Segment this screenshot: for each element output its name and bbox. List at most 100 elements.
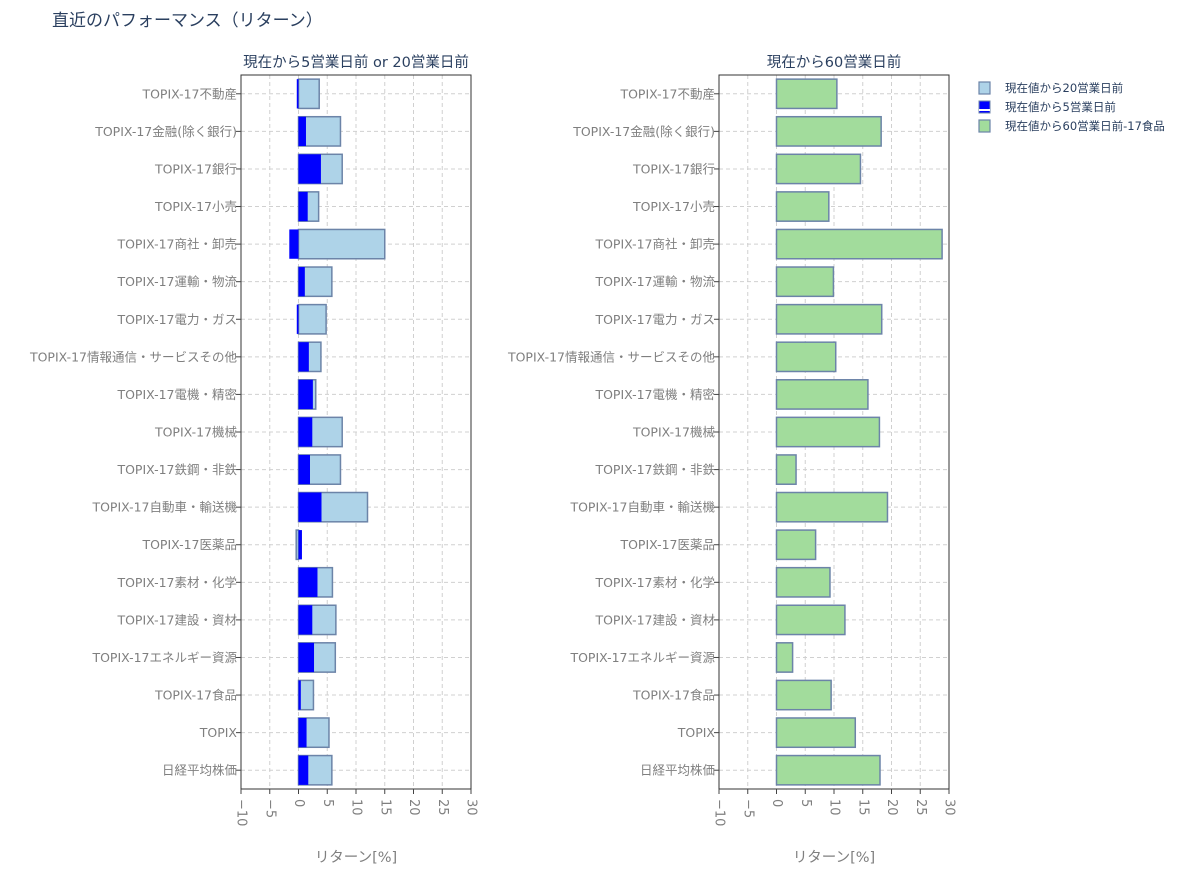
y-tick-label: TOPIX (677, 725, 716, 740)
bar-60d (775, 491, 889, 523)
x-tick-label: 15 (855, 799, 870, 816)
y-tick-label: TOPIX-17食品 (632, 688, 715, 703)
bar-20d (297, 228, 386, 260)
page-title: 直近のパフォーマンス（リターン） (52, 11, 323, 31)
bar-5d (298, 417, 313, 447)
x-tick-label: 20 (884, 799, 899, 816)
x-tick-label: 10 (349, 799, 364, 816)
y-tick-label: TOPIX-17エネルギー資源 (569, 650, 715, 665)
y-tick-label: TOPIX-17鉄鋼・非鉄 (116, 462, 237, 477)
x-tick-label: 5 (798, 799, 813, 807)
bar-60d (775, 754, 881, 786)
y-tick-label: TOPIX-17機械 (632, 425, 716, 440)
y-tick-label: 日経平均株価 (640, 763, 715, 778)
y-tick-label: TOPIX-17素材・化学 (594, 575, 715, 590)
bar-60d (775, 416, 881, 448)
bar-20d (297, 303, 327, 335)
subplot-title: 現在から60営業日前 (767, 54, 901, 71)
y-tick-label: TOPIX-17運輸・物流 (116, 274, 237, 289)
y-tick-label: TOPIX-17食品 (154, 688, 237, 703)
legend-swatch (978, 100, 991, 114)
bar-60d (775, 115, 882, 147)
y-tick-label: TOPIX-17電機・精密 (594, 387, 715, 402)
bar-60d (775, 78, 838, 110)
y-tick-label: TOPIX-17電力・ガス (594, 312, 715, 327)
x-tick-label: 25 (435, 799, 450, 816)
y-tick-label: TOPIX-17電機・精密 (116, 387, 237, 402)
x-tick-label: 25 (913, 799, 928, 816)
bar-5d (298, 116, 306, 147)
y-tick-label: TOPIX-17情報通信・サービスその他 (29, 349, 238, 364)
subplot-title: 現在から5営業日前 or 20営業日前 (243, 54, 469, 71)
bar-5d (298, 530, 302, 560)
bar-20d (295, 529, 300, 561)
y-tick-label: TOPIX-17エネルギー資源 (91, 650, 237, 665)
y-tick-label: TOPIX-17不動産 (619, 86, 715, 101)
y-tick-label: TOPIX-17素材・化学 (116, 575, 237, 590)
bar-60d (775, 717, 857, 749)
y-tick-label: TOPIX-17情報通信・サービスその他 (507, 349, 716, 364)
bar-60d (775, 191, 830, 222)
bar-60d (775, 266, 835, 298)
bar-5d (298, 755, 309, 785)
bar-60d (775, 566, 831, 598)
bar-60d (775, 153, 862, 185)
y-tick-label: TOPIX-17医薬品 (619, 537, 715, 552)
x-tick-label: −5 (262, 799, 277, 818)
y-tick-label: TOPIX-17建設・資材 (116, 612, 237, 627)
legend-label: 現在値から20営業日前 (1005, 81, 1123, 95)
y-tick-label: TOPIX-17小売 (632, 199, 715, 214)
x-tick-label: −10 (712, 799, 727, 826)
x-tick-label: 30 (942, 799, 957, 816)
bar-5d (298, 454, 310, 485)
y-tick-label: TOPIX-17銀行 (632, 161, 715, 176)
x-tick-label: −10 (234, 799, 249, 826)
legend-label: 現在値から5営業日前 (1005, 100, 1116, 114)
x-tick-label: −5 (740, 799, 755, 818)
bar-60d (775, 604, 846, 636)
y-tick-label: TOPIX-17自動車・輸送機 (91, 500, 237, 515)
y-tick-label: TOPIX-17不動産 (141, 86, 237, 101)
bar-5d (296, 304, 299, 334)
bar-60d (775, 679, 832, 711)
bar-60d (775, 454, 797, 485)
y-tick-label: TOPIX-17鉄鋼・非鉄 (594, 462, 715, 477)
y-tick-label: TOPIX-17建設・資材 (594, 612, 715, 627)
bar-5d (289, 229, 299, 259)
bar-5d (298, 342, 309, 372)
y-tick-label: TOPIX-17電力・ガス (116, 312, 237, 327)
bar-60d (775, 642, 794, 673)
x-tick-label: 0 (769, 799, 784, 807)
legend-label: 現在値から60営業日前-17食品 (1005, 119, 1165, 133)
y-tick-label: TOPIX-17運輸・物流 (594, 274, 715, 289)
bar-20d (297, 78, 320, 110)
y-tick-label: TOPIX-17商社・卸売 (116, 237, 237, 252)
bar-60d (775, 379, 869, 410)
bar-60d (775, 228, 943, 260)
bar-5d (298, 191, 308, 222)
y-tick-label: TOPIX-17金融(除く銀行) (572, 124, 715, 139)
bar-5d (298, 642, 315, 673)
y-tick-label: TOPIX-17金融(除く銀行) (94, 124, 237, 139)
y-tick-label: TOPIX-17銀行 (154, 161, 237, 176)
x-axis-label: リターン[%] (793, 849, 875, 866)
x-axis-label: リターン[%] (315, 849, 397, 866)
y-tick-label: TOPIX-17医薬品 (141, 537, 237, 552)
bar-5d (298, 567, 318, 597)
bar-60d (775, 529, 817, 561)
legend-swatch (978, 81, 991, 95)
x-tick-label: 5 (320, 799, 335, 807)
y-tick-label: 日経平均株価 (162, 763, 237, 778)
bar-5d (298, 492, 322, 522)
y-tick-label: TOPIX-17機械 (154, 425, 238, 440)
bar-60d (775, 341, 837, 373)
x-tick-label: 30 (464, 799, 479, 816)
bar-5d (298, 379, 313, 410)
bar-60d (775, 303, 883, 335)
bar-5d (298, 605, 313, 635)
x-tick-label: 0 (291, 799, 306, 807)
bar-5d (296, 79, 299, 109)
y-tick-label: TOPIX (199, 725, 238, 740)
y-tick-label: TOPIX-17自動車・輸送機 (569, 500, 715, 515)
